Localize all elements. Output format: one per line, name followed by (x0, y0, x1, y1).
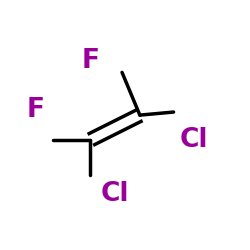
Text: F: F (82, 48, 100, 74)
Text: Cl: Cl (101, 181, 129, 207)
Text: F: F (27, 97, 45, 123)
Text: Cl: Cl (180, 127, 208, 153)
